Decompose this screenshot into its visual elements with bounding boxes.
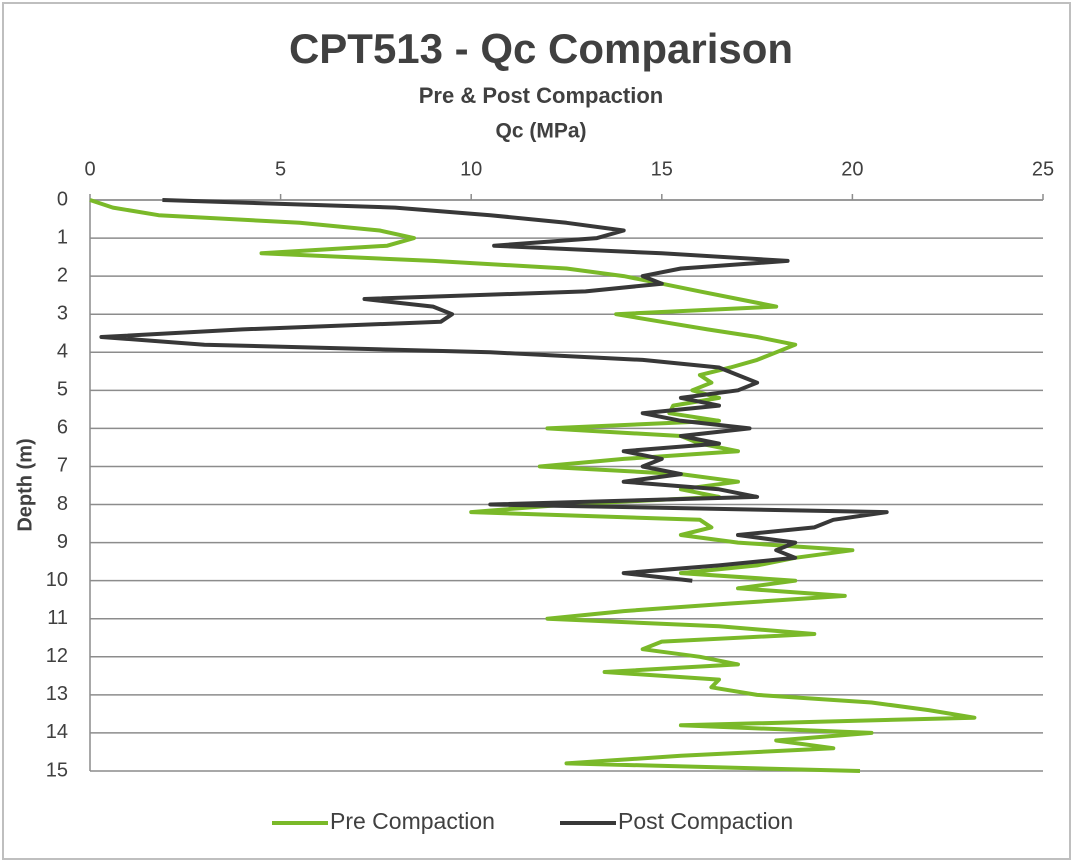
x-tick-label: 20 [841,158,863,180]
y-tick-label: 14 [46,721,68,743]
y-tick-label: 8 [57,493,68,515]
data-line [89,198,977,773]
y-tick-label: 13 [46,683,68,705]
x-axis-label: Qc (MPa) [495,120,586,143]
x-tick-label: 10 [460,158,482,180]
y-axis-label: Depth (m) [14,438,36,531]
y-tick-label: 0 [57,188,68,210]
y-tick-label: 11 [47,607,68,629]
y-tick-label: 6 [57,417,68,439]
legend-label: Pre Compaction [330,808,495,834]
data-line [99,198,889,583]
y-tick-label: 9 [57,531,68,553]
legend-label: Post Compaction [618,808,793,834]
chart-subtitle: Pre & Post Compaction [419,83,663,108]
y-tick-label: 12 [46,645,68,667]
y-tick-label: 10 [46,569,68,591]
chart-title: CPT513 - Qc Comparison [289,25,793,72]
y-tick-label: 4 [57,341,68,363]
x-tick-label: 0 [84,158,95,180]
x-tick-label: 5 [275,158,286,180]
y-tick-label: 1 [57,226,68,248]
y-tick-label: 5 [57,379,68,401]
x-tick-label: 15 [651,158,673,180]
y-tick-label: 7 [57,455,68,477]
y-tick-label: 3 [57,302,68,324]
y-tick-label: 2 [57,264,68,286]
y-tick-label: 15 [46,759,68,781]
x-tick-label: 25 [1032,158,1054,180]
